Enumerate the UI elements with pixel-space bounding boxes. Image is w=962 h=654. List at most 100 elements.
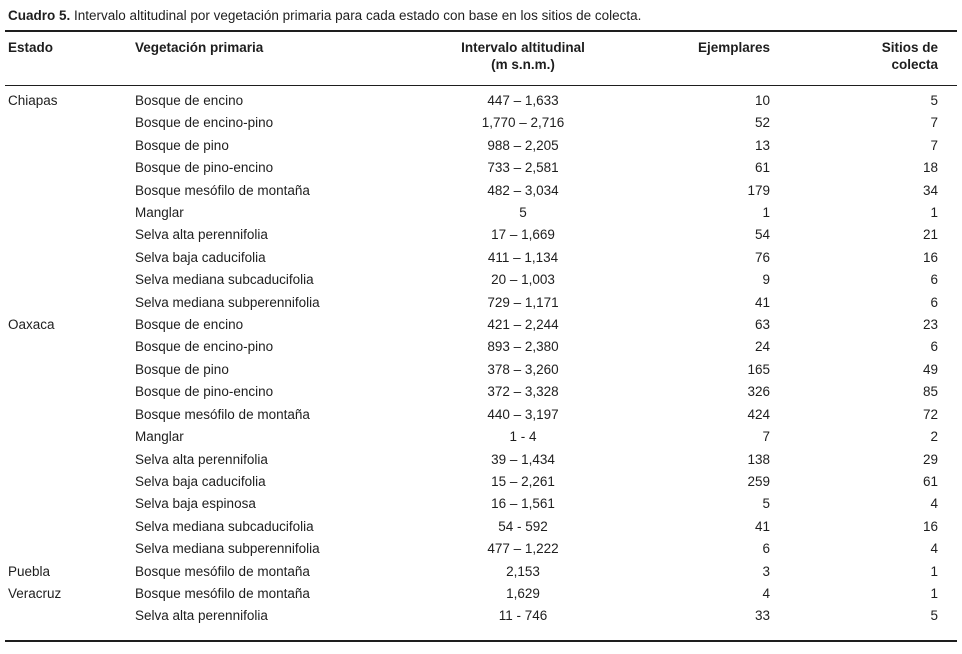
table-row: Selva baja caducifolia 411 – 1,134 76 16 bbox=[5, 247, 957, 269]
cell-intervalo: 20 – 1,003 bbox=[491, 272, 555, 288]
cell-estado bbox=[5, 359, 130, 381]
cell-vegetacion: Bosque de pino-encino bbox=[135, 384, 274, 400]
cell-sitios: 4 bbox=[930, 496, 938, 512]
cell-sitios: 6 bbox=[930, 339, 938, 355]
cell-intervalo: 39 – 1,434 bbox=[491, 451, 555, 467]
cell-vegetacion: Selva baja caducifolia bbox=[135, 249, 266, 265]
table-row: Selva mediana subcaducifolia 20 – 1,003 … bbox=[5, 269, 957, 291]
cell-estado: Puebla bbox=[8, 563, 51, 579]
cell-estado bbox=[5, 381, 130, 403]
cell-sitios: 49 bbox=[922, 361, 938, 377]
table-row: Selva mediana subperennifolia 477 – 1,22… bbox=[5, 538, 957, 560]
cell-intervalo: 16 – 1,561 bbox=[491, 496, 555, 512]
cell-estado: Chiapas bbox=[8, 93, 58, 108]
cell-sitios: 23 bbox=[922, 317, 938, 333]
column-header-ejemplares-label: Ejemplares bbox=[697, 40, 770, 55]
cell-vegetacion: Manglar bbox=[135, 205, 184, 221]
cell-sitios: 4 bbox=[930, 541, 938, 557]
table-row: Selva baja espinosa 16 – 1,561 5 4 bbox=[5, 493, 957, 515]
cell-ejemplares: 13 bbox=[754, 137, 770, 153]
cell-ejemplares: 3 bbox=[762, 563, 770, 579]
cell-estado bbox=[5, 449, 130, 471]
cell-vegetacion: Bosque mesófilo de montaña bbox=[135, 182, 310, 198]
cell-vegetacion: Bosque de encino-pino bbox=[135, 339, 274, 355]
cell-vegetacion: Selva alta perennifolia bbox=[135, 227, 268, 243]
cell-intervalo: 729 – 1,171 bbox=[487, 294, 559, 310]
cell-sitios: 34 bbox=[922, 182, 938, 198]
cell-ejemplares: 52 bbox=[754, 115, 770, 131]
cell-ejemplares: 54 bbox=[754, 227, 770, 243]
cell-vegetacion: Bosque de pino bbox=[135, 137, 229, 153]
table-row: Manglar 5 1 1 bbox=[5, 202, 957, 224]
cell-vegetacion: Bosque mesófilo de montaña bbox=[135, 563, 310, 579]
table-body: Chiapas Bosque de encino 447 – 1,633 10 … bbox=[5, 86, 957, 640]
cell-ejemplares: 76 bbox=[754, 249, 770, 265]
cell-intervalo: 1 - 4 bbox=[509, 429, 537, 445]
cell-vegetacion: Selva baja espinosa bbox=[135, 496, 256, 512]
cell-sitios: 5 bbox=[930, 93, 938, 108]
cell-intervalo: 893 – 2,380 bbox=[487, 339, 559, 355]
cell-intervalo: 1,629 bbox=[506, 585, 540, 601]
cell-ejemplares: 24 bbox=[754, 339, 770, 355]
cell-sitios: 5 bbox=[930, 608, 938, 624]
cell-vegetacion: Selva mediana subcaducifolia bbox=[135, 518, 314, 534]
cell-sitios: 85 bbox=[922, 384, 938, 400]
column-header-sitios-line1: Sitios de bbox=[881, 40, 938, 55]
cell-ejemplares: 7 bbox=[762, 429, 770, 445]
table-row: Selva alta perennifolia 11 - 746 33 5 bbox=[5, 605, 957, 639]
cell-estado bbox=[5, 426, 130, 448]
cell-estado bbox=[5, 224, 130, 246]
table-row: Selva baja caducifolia 15 – 2,261 259 61 bbox=[5, 471, 957, 493]
table-row: Selva alta perennifolia 17 – 1,669 54 21 bbox=[5, 224, 957, 246]
cell-estado bbox=[5, 605, 130, 639]
cell-sitios: 21 bbox=[922, 227, 938, 243]
cell-estado bbox=[5, 135, 130, 157]
cell-estado bbox=[5, 292, 130, 314]
cell-ejemplares: 165 bbox=[747, 361, 770, 377]
cell-estado: Veracruz bbox=[8, 585, 62, 601]
cell-sitios: 16 bbox=[922, 249, 938, 265]
cell-estado bbox=[5, 538, 130, 560]
cell-vegetacion: Bosque de encino bbox=[135, 317, 244, 333]
cell-sitios: 7 bbox=[930, 137, 938, 153]
column-header-vegetacion: Vegetación primaria bbox=[130, 32, 400, 86]
table-row: Bosque de encino-pino 893 – 2,380 24 6 bbox=[5, 336, 957, 358]
cell-ejemplares: 326 bbox=[747, 384, 770, 400]
altitude-table-wrap: Estado Vegetación primaria Intervalo alt… bbox=[5, 30, 957, 642]
cell-vegetacion: Bosque de pino bbox=[135, 361, 229, 377]
table-row: Selva alta perennifolia 39 – 1,434 138 2… bbox=[5, 449, 957, 471]
cell-ejemplares: 63 bbox=[754, 317, 770, 333]
cell-ejemplares: 61 bbox=[754, 160, 770, 176]
cell-estado bbox=[5, 336, 130, 358]
table-row: Bosque de pino 988 – 2,205 13 7 bbox=[5, 135, 957, 157]
column-header-intervalo-line1: Intervalo altitudinal bbox=[461, 40, 585, 55]
cell-ejemplares: 41 bbox=[754, 518, 770, 534]
column-header-ejemplares: Ejemplares bbox=[646, 32, 786, 86]
table-row: Bosque mesófilo de montaña 440 – 3,197 4… bbox=[5, 404, 957, 426]
cell-sitios: 1 bbox=[930, 563, 938, 579]
cell-intervalo: 421 – 2,244 bbox=[487, 317, 559, 333]
cell-vegetacion: Selva alta perennifolia bbox=[135, 451, 268, 467]
cell-vegetacion: Bosque mesófilo de montaña bbox=[135, 406, 310, 422]
cell-vegetacion: Selva mediana subcaducifolia bbox=[135, 272, 314, 288]
table-header: Estado Vegetación primaria Intervalo alt… bbox=[5, 32, 957, 86]
cell-intervalo: 482 – 3,034 bbox=[487, 182, 559, 198]
table-caption: Cuadro 5. Intervalo altitudinal por vege… bbox=[8, 7, 957, 24]
cell-intervalo: 2,153 bbox=[506, 563, 540, 579]
cell-intervalo: 372 – 3,328 bbox=[487, 384, 559, 400]
cell-estado bbox=[5, 180, 130, 202]
column-header-intervalo: Intervalo altitudinal (m s.n.m.) bbox=[400, 32, 646, 86]
cell-vegetacion: Selva mediana subperennifolia bbox=[135, 294, 320, 310]
table-row: Selva mediana subcaducifolia 54 - 592 41… bbox=[5, 516, 957, 538]
table-row: Bosque mesófilo de montaña 482 – 3,034 1… bbox=[5, 180, 957, 202]
table-caption-label: Cuadro 5. bbox=[8, 8, 71, 23]
cell-sitios: 1 bbox=[930, 205, 938, 221]
cell-ejemplares: 41 bbox=[754, 294, 770, 310]
cell-intervalo: 11 - 746 bbox=[498, 608, 548, 624]
column-header-estado-label: Estado bbox=[8, 40, 54, 55]
table-caption-text: Intervalo altitudinal por vegetación pri… bbox=[74, 8, 642, 23]
cell-ejemplares: 9 bbox=[762, 272, 770, 288]
cell-sitios: 29 bbox=[922, 451, 938, 467]
cell-ejemplares: 179 bbox=[747, 182, 770, 198]
